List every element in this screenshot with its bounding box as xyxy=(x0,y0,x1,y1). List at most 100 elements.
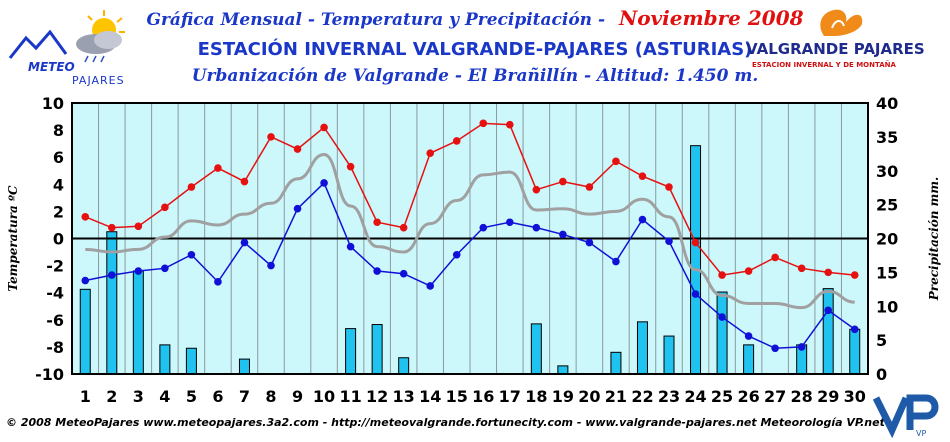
min-temp-point xyxy=(320,179,328,187)
precip-bar xyxy=(185,347,197,375)
x-tick-label: 10 xyxy=(313,387,335,406)
min-temp-point xyxy=(691,290,700,298)
max-temp-point xyxy=(771,253,779,262)
x-tick-label: 23 xyxy=(658,387,680,406)
precip-bar xyxy=(398,357,410,375)
x-tick-label: 21 xyxy=(605,387,627,406)
min-temp-point xyxy=(452,250,461,259)
min-temp-point xyxy=(479,223,488,232)
max-temp-point xyxy=(797,264,806,273)
right-tick-label: 35 xyxy=(876,128,898,147)
max-temp-point xyxy=(532,185,541,194)
max-temp-point xyxy=(479,119,488,128)
left-tick-label: -8 xyxy=(46,338,64,357)
max-temp-point xyxy=(744,267,753,275)
max-temp-point xyxy=(267,133,275,141)
min-temp-point xyxy=(612,257,620,266)
left-tick-label: 6 xyxy=(53,148,64,167)
x-tick-label: 5 xyxy=(186,387,197,406)
x-tick-label: 26 xyxy=(737,387,759,406)
right-tick-label: 20 xyxy=(876,230,898,249)
x-tick-label: 9 xyxy=(292,387,303,406)
x-tick-label: 30 xyxy=(844,387,866,406)
max-temp-point xyxy=(346,162,355,171)
logo-right-line1: VALGRANDE PAJARES xyxy=(746,40,925,58)
min-temp-point xyxy=(108,271,116,279)
max-temp-point xyxy=(665,183,673,191)
min-temp-point xyxy=(187,250,196,259)
logo-right-line2: ESTACION INVERNAL Y DE MONTAÑA xyxy=(752,61,896,69)
precip-bar xyxy=(557,365,569,375)
min-temp-point xyxy=(426,282,435,290)
x-tick-label: 2 xyxy=(106,387,117,406)
min-temp-point xyxy=(665,237,673,246)
precip-bar xyxy=(822,288,834,375)
left-tick-label: -4 xyxy=(46,284,64,303)
max-temp-point xyxy=(134,222,143,231)
location-line: Urbanización de Valgrande - El Brañillín… xyxy=(191,66,759,86)
left-tick-label: 8 xyxy=(53,121,64,140)
min-temp-point xyxy=(638,215,647,224)
max-temp-point xyxy=(452,137,461,145)
min-temp-point xyxy=(585,238,594,247)
left-tick-label: -2 xyxy=(46,257,64,276)
min-temp-point xyxy=(797,343,806,351)
max-temp-point xyxy=(585,183,594,191)
min-temp-point xyxy=(850,325,859,334)
max-temp-point xyxy=(718,271,726,279)
max-temp-point xyxy=(506,120,514,129)
precip-bar xyxy=(530,323,542,375)
x-tick-label: 19 xyxy=(552,387,574,406)
right-tick-label: 0 xyxy=(876,365,887,384)
x-tick-label: 12 xyxy=(366,387,388,406)
max-temp-point xyxy=(638,172,647,180)
vp-logo-icon: VP xyxy=(872,394,939,439)
min-temp-point xyxy=(134,267,143,275)
valgrande-logo: VALGRANDE PAJARES ESTACION INVERNAL Y DE… xyxy=(746,6,946,76)
precip-bar xyxy=(132,270,144,375)
x-tick-label: 6 xyxy=(212,387,223,406)
min-temp-point xyxy=(293,204,302,213)
left-tick-label: 2 xyxy=(53,202,64,221)
min-temp-point xyxy=(240,238,249,247)
x-tick-label: 28 xyxy=(791,387,813,406)
precip-bar xyxy=(238,358,250,375)
x-tick-label: 29 xyxy=(817,387,839,406)
min-temp-point xyxy=(214,278,222,286)
plot-frame xyxy=(71,102,869,375)
x-tick-label: 7 xyxy=(239,387,250,406)
max-temp-point xyxy=(161,203,169,212)
y-axis-label-left: Temperatura ºC xyxy=(6,185,20,292)
right-tick-label: 25 xyxy=(876,196,898,215)
x-tick-label: 24 xyxy=(684,387,706,406)
valgrande-emblem-icon xyxy=(820,9,863,37)
max-temp-point xyxy=(824,268,832,277)
chart-title-prefix: Gráfica Mensual - Temperatura y Precipit… xyxy=(146,10,606,30)
max-temp-point xyxy=(320,123,328,132)
x-tick-label: 1 xyxy=(80,387,91,406)
right-tick-label: 10 xyxy=(876,297,898,316)
meteopajares-logo: METEO PAJARES xyxy=(4,8,144,92)
max-temp-point xyxy=(214,164,222,172)
left-tick-label: -6 xyxy=(46,311,64,330)
precip-bar xyxy=(79,288,91,375)
min-temp-point xyxy=(346,242,355,251)
max-temp-point xyxy=(108,223,116,232)
left-tick-label: -10 xyxy=(35,365,64,384)
x-tick-label: 11 xyxy=(339,387,361,406)
x-tick-label: 15 xyxy=(446,387,468,406)
footer-credits: © 2008 MeteoPajares www.meteopajares.3a2… xyxy=(6,416,885,429)
min-temp-point xyxy=(559,230,567,239)
precip-bar xyxy=(663,335,675,375)
min-temp-point xyxy=(824,306,832,315)
x-tick-label: 8 xyxy=(265,387,276,406)
max-temp-point xyxy=(691,238,700,247)
right-tick-label: 5 xyxy=(876,331,887,350)
min-temp-point xyxy=(718,313,726,321)
min-temp-point xyxy=(744,332,753,340)
precip-bar xyxy=(345,328,357,375)
avg-temp-line xyxy=(85,152,855,310)
max-temp-point xyxy=(850,271,859,279)
max-temp-line xyxy=(84,122,855,276)
